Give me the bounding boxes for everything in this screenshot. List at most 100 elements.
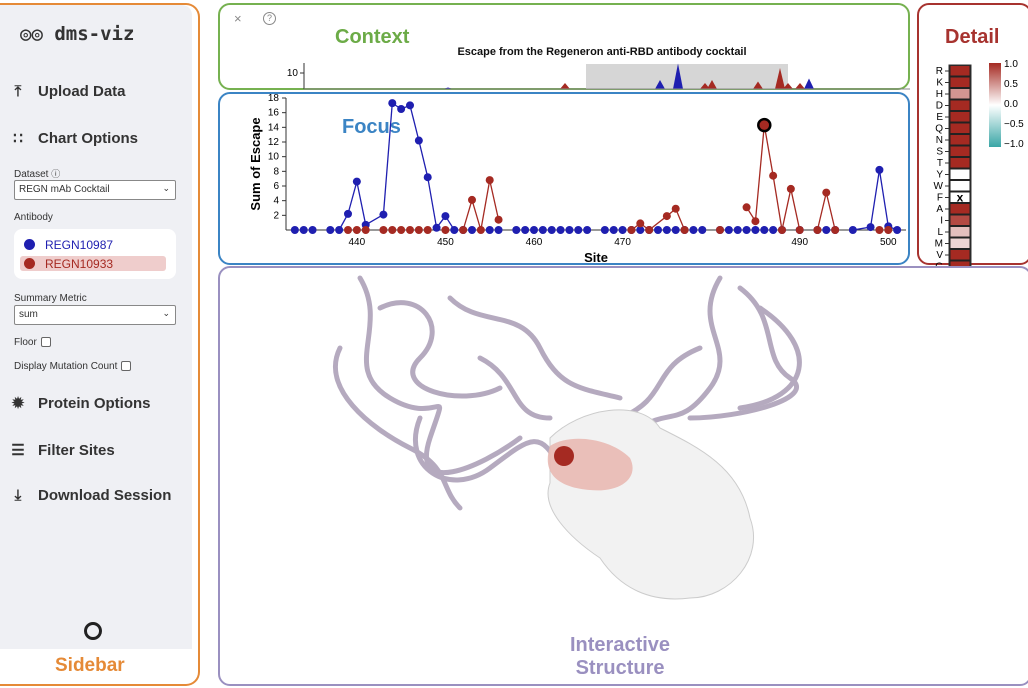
data-point — [636, 226, 645, 234]
focus-chart[interactable]: 440 450 460 470 490 500 2 4 6 8 10 12 14 16 18 Site Sum … — [220, 94, 912, 267]
heatmap-row-label: T — [937, 158, 943, 169]
data-point — [680, 226, 689, 234]
data-point — [494, 215, 503, 224]
data-point — [875, 226, 884, 234]
summary-metric-select[interactable]: sum ⌄ — [14, 305, 176, 325]
summary-metric-value: sum — [19, 309, 38, 320]
antibody-item-regn10987[interactable]: REGN10987 — [20, 237, 166, 252]
data-point — [468, 195, 476, 204]
data-point — [654, 226, 662, 234]
info-icon[interactable]: ⓘ — [51, 169, 61, 179]
series-line-segment — [816, 192, 827, 231]
detail-panel: Detail RKHDEQNSTYWFxAILMVGPC*4861.00.50.… — [917, 3, 1028, 267]
data-point — [388, 226, 397, 234]
antibody-item-regn10933[interactable]: REGN10933 — [20, 256, 166, 271]
dataset-select[interactable]: REGN mAb Cocktail ⌄ — [14, 180, 176, 200]
data-point — [742, 226, 751, 234]
heatmap-frame — [948, 64, 972, 267]
data-point — [494, 226, 503, 234]
series-line-segment — [347, 181, 358, 215]
data-point — [352, 177, 361, 186]
data-point — [822, 226, 831, 234]
data-point — [299, 226, 308, 234]
heatmap-row-label: S — [936, 147, 943, 158]
heatmap-cell — [949, 168, 971, 180]
data-point — [698, 226, 707, 234]
protein-structure-viewer[interactable] — [220, 268, 1028, 686]
dataset-value: REGN mAb Cocktail — [19, 184, 110, 195]
data-point — [875, 165, 884, 174]
data-point — [618, 226, 627, 234]
antibody-surface — [547, 409, 755, 600]
data-point — [831, 226, 840, 234]
scatter-chart-icon: ∷ — [13, 130, 23, 147]
context-chart[interactable]: 10 — [220, 5, 912, 92]
heatmap-cell — [949, 76, 971, 88]
heatmap-cell — [949, 157, 971, 169]
antibody-list: REGN10987 REGN10933 — [14, 229, 176, 279]
heatmap-cell — [949, 122, 971, 134]
glasses-icon: ◎◎ — [20, 23, 43, 45]
y-tick-label: 4 — [273, 196, 279, 207]
data-point — [344, 226, 352, 234]
data-point — [397, 105, 406, 113]
upload-icon: ⤒ — [14, 83, 22, 100]
download-session-button[interactable]: ⤓ Download Session — [8, 487, 172, 504]
context-area-peak — [804, 78, 814, 89]
protein-options-button[interactable]: ✹ Protein Options — [8, 394, 151, 413]
filter-sites-button[interactable]: ☰ Filter Sites — [8, 441, 115, 460]
highlighted-data-point — [757, 117, 772, 133]
floor-checkbox[interactable] — [40, 337, 51, 348]
data-point — [414, 226, 423, 234]
data-point — [742, 203, 751, 212]
data-point — [636, 219, 645, 228]
data-point — [547, 226, 556, 234]
color-scale-tick: 0.5 — [1004, 79, 1018, 90]
upload-data-button[interactable]: ⤒ Upload Data — [8, 83, 126, 100]
data-point — [326, 226, 335, 234]
data-point — [388, 99, 397, 108]
data-point — [786, 184, 795, 193]
y-tick-label: 6 — [273, 181, 279, 192]
data-point — [512, 226, 521, 234]
data-point — [866, 223, 875, 232]
heatmap-row-label: I — [940, 216, 943, 227]
series-line-segment — [754, 125, 765, 222]
data-point — [795, 226, 804, 234]
structure-panel[interactable]: Interactive Structure — [218, 266, 1028, 686]
color-scale-tick: 1.0 — [1004, 59, 1018, 70]
data-point — [724, 226, 733, 234]
data-point — [530, 226, 538, 234]
data-point — [556, 226, 565, 234]
upload-label: Upload Data — [38, 83, 126, 100]
data-point — [583, 226, 592, 234]
chart-options-label: Chart Options — [38, 129, 138, 147]
data-point — [379, 226, 388, 234]
data-point — [662, 226, 671, 234]
heatmap-cell — [949, 145, 971, 157]
mutation-count-checkbox[interactable] — [121, 361, 132, 372]
series-line-segment — [418, 140, 429, 178]
heatmap-chart[interactable]: RKHDEQNSTYWFxAILMVGPC*4861.00.50.0−0.5−1… — [919, 5, 1028, 267]
chart-options-button[interactable]: ∷ Chart Options — [8, 129, 138, 148]
color-scale-tick: 0.0 — [1004, 99, 1018, 110]
data-point — [423, 226, 432, 234]
detail-section-label: Detail — [945, 26, 1000, 48]
context-panel: × ? Context Escape from the Regeneron an… — [218, 3, 910, 90]
logo-text: dms-viz — [54, 23, 135, 45]
x-tick-label: 490 — [791, 237, 808, 248]
heatmap-cell — [949, 214, 971, 226]
protein-options-label: Protein Options — [38, 394, 151, 412]
close-icon[interactable]: × — [234, 11, 242, 26]
context-brush[interactable] — [586, 64, 788, 89]
x-tick-label: 440 — [349, 237, 366, 248]
data-point — [600, 226, 609, 234]
help-icon[interactable]: ? — [263, 12, 276, 25]
wildtype-marker: x — [957, 191, 964, 205]
github-icon[interactable] — [84, 622, 102, 640]
filter-sites-label: Filter Sites — [38, 441, 115, 459]
data-point — [733, 226, 742, 234]
y-tick-label: 8 — [273, 166, 279, 177]
data-point — [751, 226, 760, 234]
data-point — [565, 226, 574, 234]
